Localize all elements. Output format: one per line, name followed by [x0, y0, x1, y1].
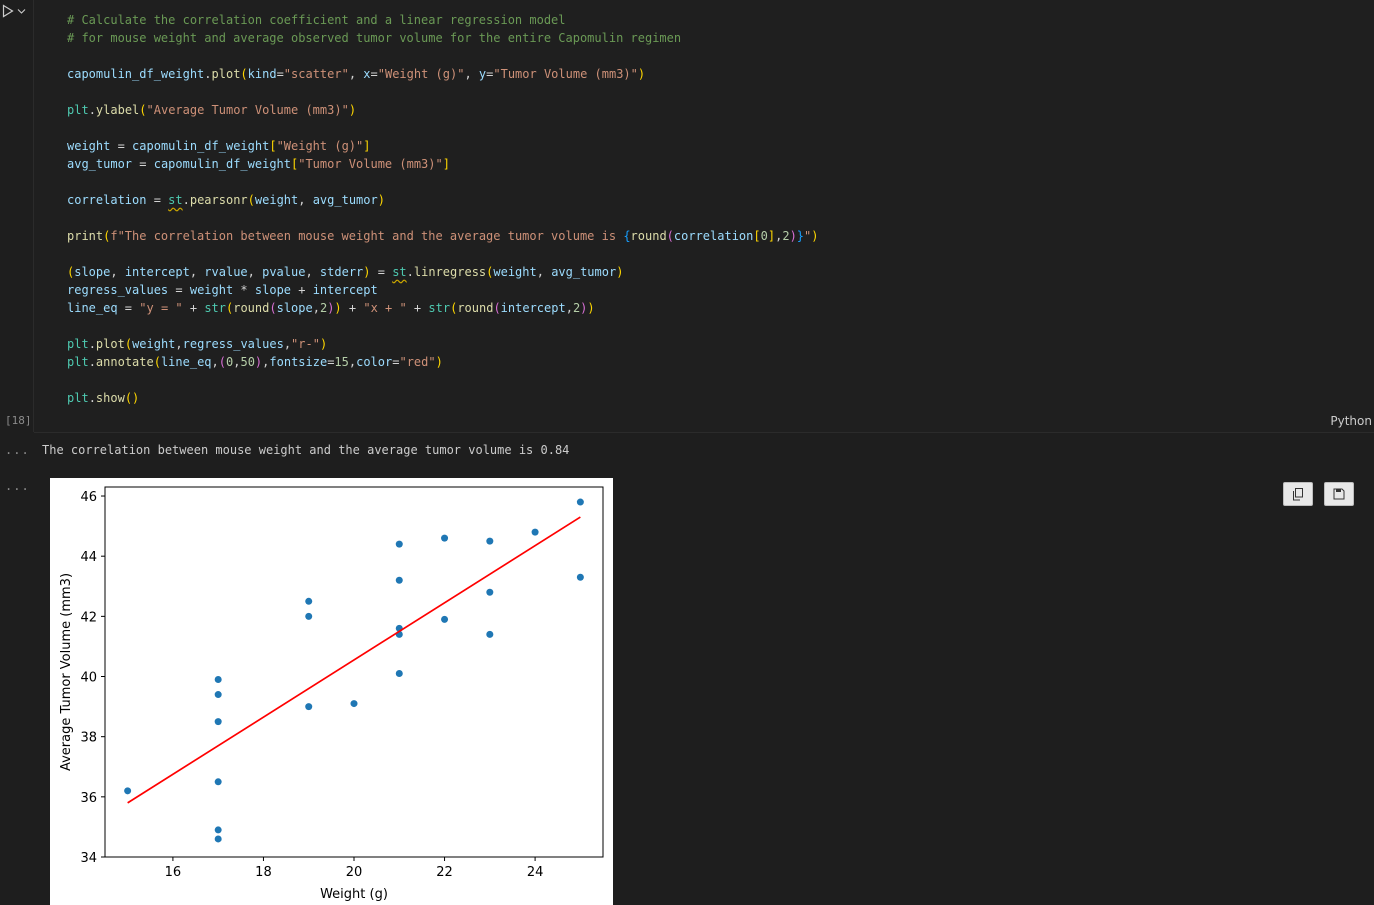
- code-line-22: plt.show(): [67, 391, 140, 405]
- y-tick-label-34: 34: [80, 851, 97, 866]
- save-icon: [1333, 488, 1345, 500]
- scatter-point-20: [486, 537, 494, 545]
- code-line-7: [67, 119, 819, 137]
- y-tick-label-44: 44: [80, 550, 97, 565]
- code-line-17: line_eq = "y = " + str(round(slope,2)) +…: [67, 301, 595, 315]
- code-line-2: # for mouse weight and average observed …: [67, 31, 682, 45]
- y-tick-label-46: 46: [80, 490, 97, 505]
- scatter-point-5: [214, 691, 222, 699]
- x-axis-label: Weight (g): [320, 887, 388, 902]
- copy-icon: [1293, 487, 1303, 500]
- code-line-18: [67, 317, 819, 335]
- scatter-point-2: [214, 826, 222, 834]
- scatter-point-8: [305, 612, 313, 620]
- scatter-point-23: [576, 498, 584, 506]
- code-editor[interactable]: # Calculate the correlation coefficient …: [67, 11, 819, 407]
- code-line-14: [67, 245, 819, 263]
- x-tick-label-16: 16: [165, 865, 182, 880]
- scatter-point-11: [395, 670, 403, 678]
- scatter-point-3: [214, 778, 222, 786]
- code-line-16: regress_values = weight * slope + interc…: [67, 283, 378, 297]
- code-line-11: correlation = st.pearsonr(weight, avg_tu…: [67, 193, 385, 207]
- output-more-button[interactable]: ...: [5, 443, 30, 457]
- chevron-down-icon[interactable]: [17, 7, 26, 15]
- scatter-point-19: [486, 588, 494, 596]
- scatter-point-4: [214, 718, 222, 726]
- y-tick-label-36: 36: [80, 791, 97, 806]
- code-line-1: # Calculate the correlation coefficient …: [67, 13, 566, 27]
- code-line-21: [67, 371, 819, 389]
- code-line-12: [67, 209, 819, 227]
- code-line-4: capomulin_df_weight.plot(kind="scatter",…: [67, 67, 646, 81]
- run-cell-button[interactable]: [2, 3, 32, 19]
- scatter-point-21: [531, 528, 539, 536]
- cell-language-picker[interactable]: Python: [1330, 414, 1372, 428]
- output-stdout: The correlation between mouse weight and…: [42, 443, 570, 457]
- scatter-point-22: [576, 573, 584, 581]
- copy-image-button[interactable]: [1283, 482, 1313, 506]
- scatter-point-7: [305, 703, 313, 711]
- code-cell[interactable]: [34, 0, 1374, 432]
- y-tick-label-38: 38: [80, 731, 97, 746]
- y-tick-label-42: 42: [80, 610, 97, 625]
- run-icon: [2, 4, 14, 18]
- code-line-13: print(f"The correlation between mouse we…: [67, 229, 819, 243]
- scatter-point-6: [214, 676, 222, 684]
- scatter-point-0: [124, 787, 132, 795]
- x-tick-label-22: 22: [436, 865, 453, 880]
- regression-line: [127, 516, 581, 804]
- code-line-19: plt.plot(weight,regress_values,"r-"): [67, 337, 328, 351]
- code-line-3: [67, 47, 819, 65]
- cell-separator: [34, 432, 1374, 433]
- plot-output: 16 18 20 22 24 34 36 38 40 42 44 46 Weight (g) Averag…: [50, 478, 613, 905]
- scatter-point-14: [395, 576, 403, 584]
- code-line-10: [67, 173, 819, 191]
- x-tick-label-18: 18: [255, 865, 272, 880]
- x-tick-label-20: 20: [346, 865, 363, 880]
- execution-count: [18]: [5, 414, 32, 427]
- plot-output-more-button[interactable]: ...: [5, 479, 30, 493]
- scatter-point-17: [441, 534, 449, 542]
- code-line-15: (slope, intercept, rvalue, pvalue, stder…: [67, 265, 624, 279]
- code-line-20: plt.annotate(line_eq,(0,50),fontsize=15,…: [67, 355, 443, 369]
- y-axis-label: Average Tumor Volume (mm3): [59, 573, 74, 771]
- scatter-chart: 16 18 20 22 24 34 36 38 40 42 44 46 Weight (g) Averag…: [59, 486, 604, 902]
- scatter-point-9: [305, 597, 313, 605]
- scatter-point-16: [441, 615, 449, 623]
- x-tick-label-24: 24: [527, 865, 544, 880]
- y-tick-label-40: 40: [80, 671, 97, 686]
- scatter-point-15: [395, 540, 403, 548]
- code-line-5: [67, 83, 819, 101]
- code-line-9: avg_tumor = capomulin_df_weight["Tumor V…: [67, 157, 450, 171]
- plot-area: [104, 486, 604, 858]
- cell-gutter: [33, 0, 34, 432]
- code-line-6: plt.ylabel("Average Tumor Volume (mm3)"): [67, 103, 357, 117]
- save-image-button[interactable]: [1324, 482, 1354, 506]
- scatter-point-18: [486, 630, 494, 638]
- scatter-point-10: [350, 700, 358, 708]
- scatter-point-1: [214, 835, 222, 843]
- code-line-8: weight = capomulin_df_weight["Weight (g)…: [67, 139, 371, 153]
